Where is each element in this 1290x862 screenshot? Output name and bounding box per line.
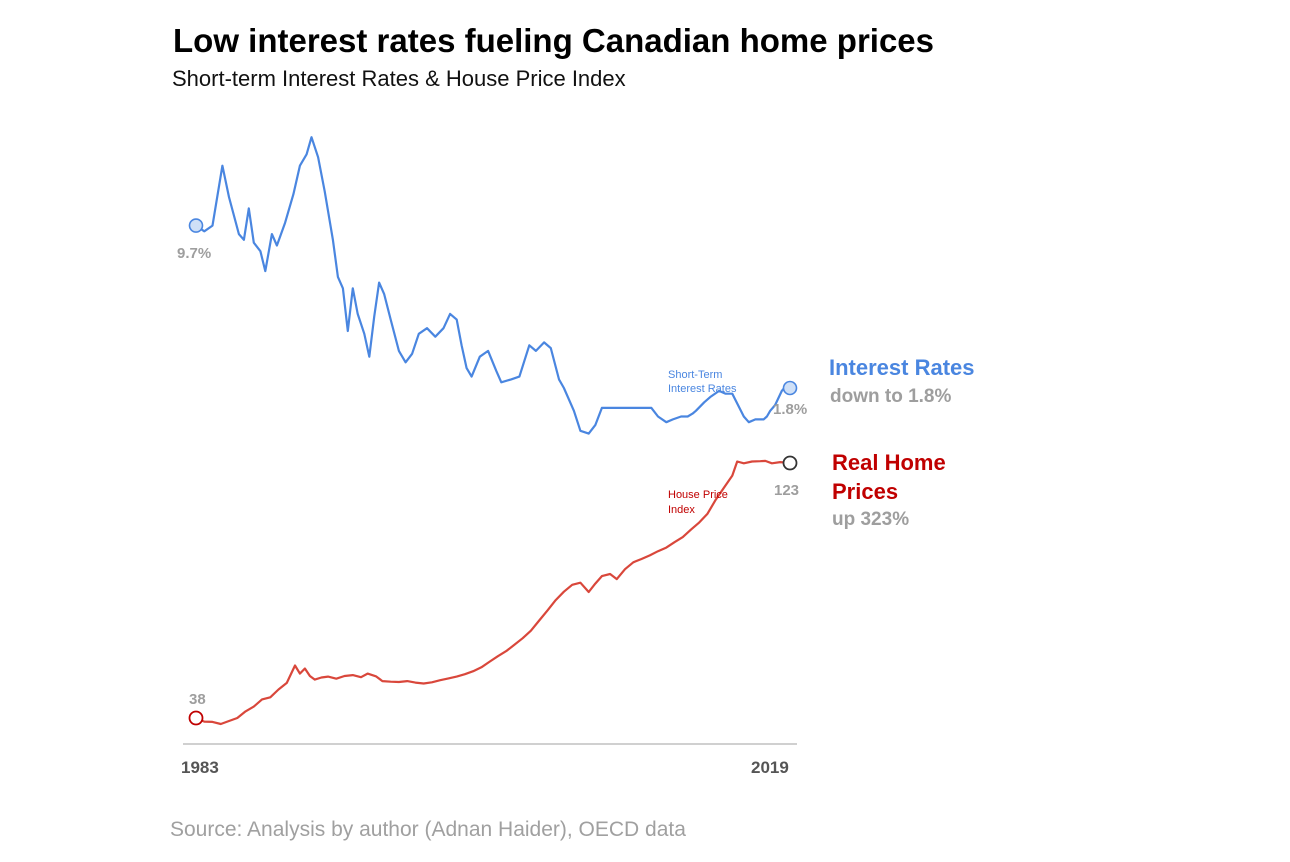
interest-rates-end-marker xyxy=(782,380,798,396)
interest-rates-start-marker xyxy=(188,218,204,233)
interest-rates-end-value: 1.8% xyxy=(773,401,807,418)
house-price-end-value: 123 xyxy=(774,482,799,499)
interest-rates-inline-label-line2: Interest Rates xyxy=(668,383,737,395)
house-price-end-sublabel: up 323% xyxy=(832,509,909,530)
interest-rates-inline-label-line1: Short-Term xyxy=(668,369,722,381)
house-price-end-label-line2: Prices xyxy=(832,479,898,504)
house-price-start-value: 38 xyxy=(189,691,206,708)
house-price-end-label-line1: Real Home xyxy=(832,450,946,475)
chart-subtitle: Short-term Interest Rates & House Price … xyxy=(172,66,626,91)
source-note: Source: Analysis by author (Adnan Haider… xyxy=(170,818,686,841)
x-axis-tick-end: 2019 xyxy=(751,758,789,777)
house-price-inline-label-line1: House Price xyxy=(668,489,728,501)
chart-title: Low interest rates fueling Canadian home… xyxy=(173,22,935,59)
house-price-start-marker xyxy=(188,710,204,726)
x-axis-tick-start: 1983 xyxy=(181,758,219,777)
house-price-end-marker xyxy=(782,455,798,471)
interest-rates-end-label: Interest Rates xyxy=(829,355,975,380)
interest-rates-start-value: 9.7% xyxy=(177,245,211,262)
interest-rates-end-sublabel: down to 1.8% xyxy=(830,386,952,407)
interest-rates-line xyxy=(194,136,792,435)
house-price-inline-label-line2: Index xyxy=(668,504,695,516)
house-price-index-line xyxy=(194,459,792,726)
